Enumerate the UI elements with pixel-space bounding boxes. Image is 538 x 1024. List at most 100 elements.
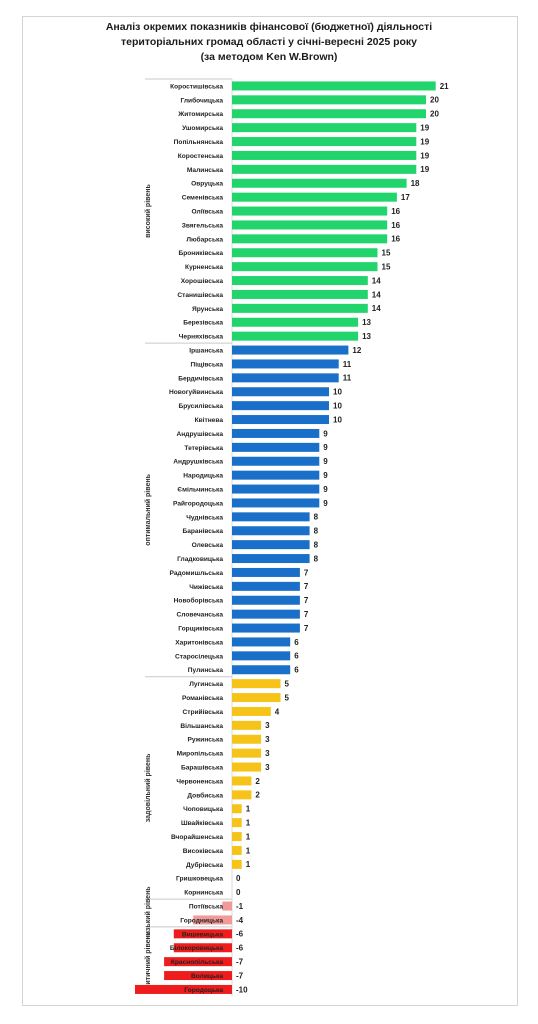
- bar: [232, 164, 417, 174]
- category-label: Бердичівська: [178, 374, 223, 382]
- bar: [232, 359, 339, 369]
- category-label: Барашівська: [181, 763, 223, 771]
- bar: [232, 220, 388, 230]
- data-label: 1: [246, 818, 251, 827]
- data-label: 1: [246, 805, 251, 814]
- data-label: 3: [265, 721, 270, 730]
- data-label: 20: [430, 110, 439, 119]
- data-label: 7: [304, 596, 309, 605]
- data-label: 8: [314, 554, 319, 563]
- data-label: 14: [372, 276, 381, 285]
- bar: [232, 512, 310, 522]
- bar: [232, 428, 320, 438]
- data-label: 19: [420, 165, 429, 174]
- category-label: Курненська: [185, 264, 223, 271]
- data-label: 12: [352, 346, 361, 355]
- bar: [232, 484, 320, 494]
- category-label: Ємільчинська: [177, 485, 223, 493]
- bar: [164, 971, 232, 981]
- bar: [135, 984, 232, 994]
- bar: [232, 804, 242, 814]
- bar: [232, 81, 436, 91]
- category-label: Березівська: [183, 319, 223, 327]
- category-label: Вишевицька: [182, 931, 223, 938]
- bar: [232, 123, 417, 133]
- category-label: Городоцька: [184, 987, 223, 994]
- bar: [232, 665, 291, 675]
- category-label: Високівська: [183, 847, 224, 855]
- category-label: Чоповицька: [183, 806, 223, 813]
- bar: [173, 943, 232, 953]
- category-label: Коростишівська: [170, 82, 223, 90]
- data-label: 6: [294, 638, 299, 647]
- data-label: 3: [265, 735, 270, 744]
- category-label: Звягельська: [182, 222, 224, 229]
- bar: [232, 859, 242, 869]
- bar: [232, 415, 329, 425]
- bar: [232, 498, 320, 508]
- bar: [232, 720, 262, 730]
- data-label: 11: [343, 360, 352, 369]
- category-label: Любарська: [186, 235, 223, 243]
- category-label: Гладковицька: [177, 556, 223, 563]
- data-label: 15: [382, 249, 391, 258]
- bar: [232, 609, 300, 619]
- category-label: Корнинська: [184, 890, 223, 897]
- category-label: Радомишльська: [170, 570, 224, 577]
- bar: [232, 456, 320, 466]
- data-label: 10: [333, 415, 342, 424]
- bar: [232, 303, 368, 313]
- category-label: Горщиківська: [178, 624, 223, 632]
- bar: [232, 206, 388, 216]
- data-label: -1: [236, 902, 244, 911]
- data-label: 9: [323, 485, 328, 494]
- category-label: Ушомирська: [182, 125, 223, 132]
- data-label: 6: [294, 666, 299, 675]
- bar: [232, 734, 262, 744]
- data-label: 6: [294, 652, 299, 661]
- bar: [222, 901, 232, 911]
- bar: [232, 581, 300, 591]
- bar: [232, 137, 417, 147]
- category-label: Чижівська: [189, 583, 223, 591]
- category-label: Овруцька: [191, 181, 223, 188]
- category-label: Семенівська: [182, 194, 224, 202]
- data-label: 4: [275, 707, 280, 716]
- data-label: 11: [343, 374, 352, 383]
- bar: [232, 762, 262, 772]
- category-label: Андрушівська: [177, 430, 224, 438]
- category-label: Волицька: [191, 973, 223, 980]
- bar: [232, 832, 242, 842]
- data-label: 3: [265, 763, 270, 772]
- data-label: 16: [391, 235, 400, 244]
- data-label: -6: [236, 944, 244, 953]
- data-label: -7: [236, 957, 244, 966]
- bar: [232, 790, 252, 800]
- data-label: 7: [304, 568, 309, 577]
- bar: [232, 554, 310, 564]
- bar: [232, 262, 378, 272]
- data-label: 16: [391, 207, 400, 216]
- group-band-label: низький рівень: [144, 886, 152, 940]
- bar: [232, 693, 281, 703]
- bar: [232, 595, 300, 605]
- bar: [232, 776, 252, 786]
- data-label: 1: [246, 846, 251, 855]
- data-label: 5: [285, 679, 290, 688]
- chart-title-line-2: територіальних громад області у січні-ве…: [120, 36, 418, 48]
- bar: [232, 623, 300, 633]
- category-label: Вільшанська: [180, 722, 223, 730]
- bar: [232, 442, 320, 452]
- category-label: Брусилівська: [178, 402, 223, 410]
- category-label: Дубрівська: [186, 861, 223, 869]
- bar: [193, 915, 232, 925]
- bar: [232, 373, 339, 383]
- category-label: Олевська: [192, 542, 224, 549]
- data-label: 3: [265, 749, 270, 758]
- bar: [232, 276, 368, 286]
- category-label: Городницька: [180, 917, 223, 924]
- group-band-label: високий рівень: [144, 184, 152, 238]
- data-label: 13: [362, 332, 371, 341]
- bar: [232, 150, 417, 160]
- category-label: Білокоровицька: [170, 944, 224, 952]
